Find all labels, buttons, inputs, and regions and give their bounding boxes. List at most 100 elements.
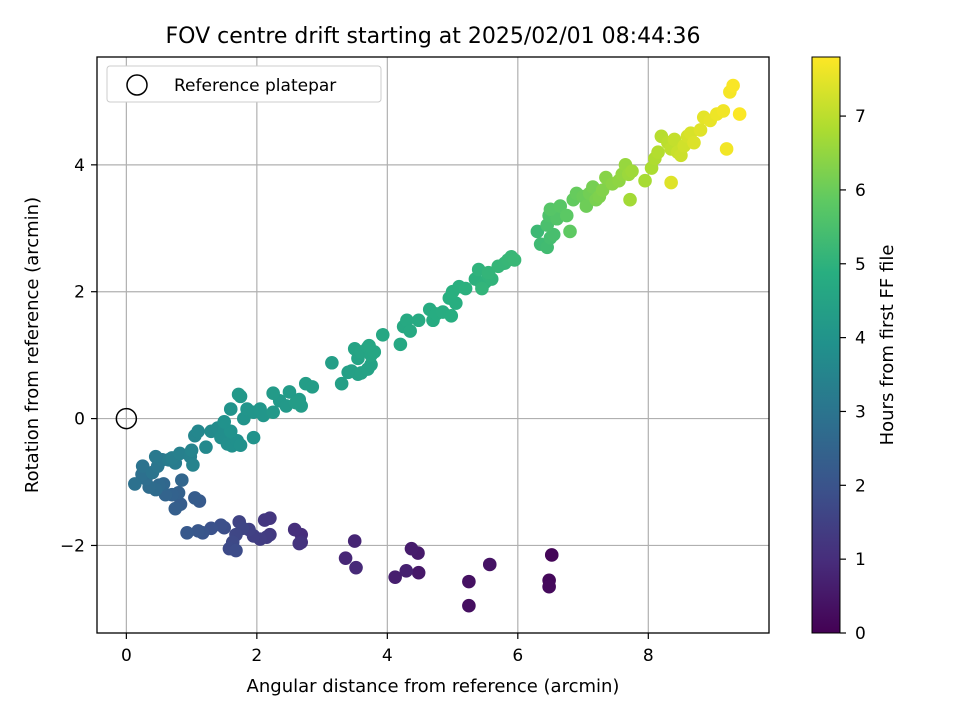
data-point: [481, 265, 496, 280]
data-point: [191, 524, 205, 538]
y-tick-label: −2: [60, 536, 85, 556]
reference-platepar-point: [115, 407, 138, 430]
data-point: [292, 536, 307, 551]
x-axis-label: Angular distance from reference (arcmin): [247, 676, 620, 697]
data-point: [449, 296, 463, 310]
data-point: [393, 337, 408, 352]
legend-entry-label: Reference platepar: [174, 76, 336, 96]
colorbar-tick-label: 5: [855, 255, 866, 275]
data-point: [325, 355, 339, 370]
data-point: [287, 522, 302, 537]
data-points: [128, 78, 747, 613]
colorbar: [811, 56, 841, 634]
y-tick-label: 0: [74, 410, 85, 430]
data-point: [651, 145, 665, 159]
chart-title: FOV centre drift starting at 2025/02/01 …: [166, 24, 701, 49]
reference-marker: [115, 407, 138, 430]
colorbar-tick-label: 3: [855, 402, 866, 422]
data-point: [687, 135, 701, 150]
data-point: [482, 557, 497, 572]
colorbar-ticks: 0 1 2 3 4 5 6 7: [840, 107, 866, 644]
x-tick-label: 8: [643, 646, 654, 666]
data-point: [217, 414, 232, 429]
data-point: [462, 598, 476, 613]
data-point: [507, 253, 522, 267]
data-point: [693, 123, 708, 137]
data-point: [180, 525, 194, 540]
data-point: [553, 199, 568, 213]
data-point: [231, 387, 246, 402]
data-point: [364, 357, 378, 372]
x-tick-label: 6: [512, 646, 523, 666]
data-point: [530, 224, 545, 239]
legend-marker-icon: [126, 74, 148, 96]
y-tick-label: 4: [74, 156, 85, 176]
data-point: [716, 104, 731, 118]
data-point: [475, 281, 489, 296]
data-point: [188, 491, 202, 505]
data-point: [595, 183, 610, 198]
data-point: [403, 324, 417, 338]
data-point: [400, 313, 414, 328]
data-point: [257, 513, 272, 527]
data-point: [347, 534, 362, 548]
data-point: [191, 424, 205, 439]
x-tick-label: 4: [382, 646, 393, 666]
colorbar-label: Hours from first FF file: [877, 245, 898, 446]
data-point: [719, 142, 734, 156]
data-point: [199, 440, 213, 454]
data-point: [173, 446, 187, 461]
x-tick-label: 2: [251, 646, 262, 666]
data-point: [579, 199, 594, 213]
colorbar-tick-label: 4: [855, 329, 866, 349]
data-point: [546, 227, 561, 242]
data-point: [625, 164, 639, 178]
colorbar-tick-label: 0: [855, 624, 866, 644]
colorbar-tick-label: 6: [855, 181, 866, 201]
data-point: [458, 281, 473, 296]
data-point: [135, 459, 150, 473]
colorbar-tick-label: 7: [855, 107, 866, 127]
data-point: [411, 313, 426, 328]
data-point: [404, 541, 419, 556]
data-point: [229, 543, 243, 558]
colorbar-tick-label: 1: [855, 550, 866, 570]
data-point: [338, 551, 353, 565]
legend: Reference platepar: [106, 65, 382, 103]
data-point: [462, 574, 476, 589]
data-point: [289, 395, 303, 410]
data-point: [233, 438, 248, 453]
data-point: [334, 376, 349, 391]
data-point: [148, 449, 163, 464]
data-point: [184, 443, 199, 458]
data-point: [667, 132, 682, 147]
data-point: [544, 548, 559, 562]
data-point: [563, 224, 577, 239]
data-point: [223, 424, 238, 439]
data-point: [168, 501, 183, 516]
data-point: [732, 107, 747, 121]
legend-box: [106, 65, 382, 103]
data-point: [388, 570, 402, 584]
data-point: [411, 565, 426, 580]
data-point: [623, 192, 637, 207]
data-point: [186, 458, 200, 472]
x-tick-label: 0: [121, 646, 132, 666]
data-point: [266, 386, 280, 401]
data-point: [223, 402, 238, 416]
data-point: [282, 385, 297, 399]
data-point: [375, 328, 390, 342]
x-axis-ticks: 0 2 4 6 8: [121, 633, 654, 666]
data-point: [638, 173, 652, 188]
data-point: [246, 430, 261, 445]
y-tick-label: 2: [74, 283, 85, 303]
y-axis-ticks: −2 0 2 4: [60, 156, 97, 556]
data-point: [399, 564, 414, 578]
y-axis-label: Rotation from reference (arcmin): [22, 197, 43, 493]
plot-frame: [96, 56, 770, 634]
data-point: [128, 477, 142, 491]
data-point: [542, 579, 556, 594]
data-point: [362, 338, 376, 353]
data-point: [175, 473, 189, 487]
